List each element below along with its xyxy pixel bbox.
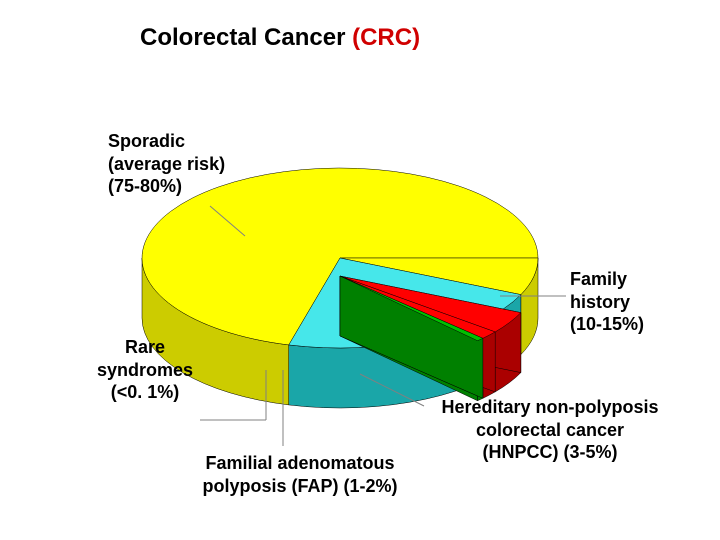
- chart-stage: Colorectal Cancer (CRC) Sporadic(average…: [0, 0, 720, 540]
- label-rare: Raresyndromes(<0. 1%): [90, 336, 200, 404]
- label-family_history: Familyhistory(10-15%): [570, 268, 644, 336]
- label-sporadic: Sporadic(average risk)(75-80%): [108, 130, 225, 198]
- label-fap: Familial adenomatouspolyposis (FAP) (1-2…: [170, 452, 430, 497]
- label-hnpcc: Hereditary non-polyposiscolorectal cance…: [420, 396, 680, 464]
